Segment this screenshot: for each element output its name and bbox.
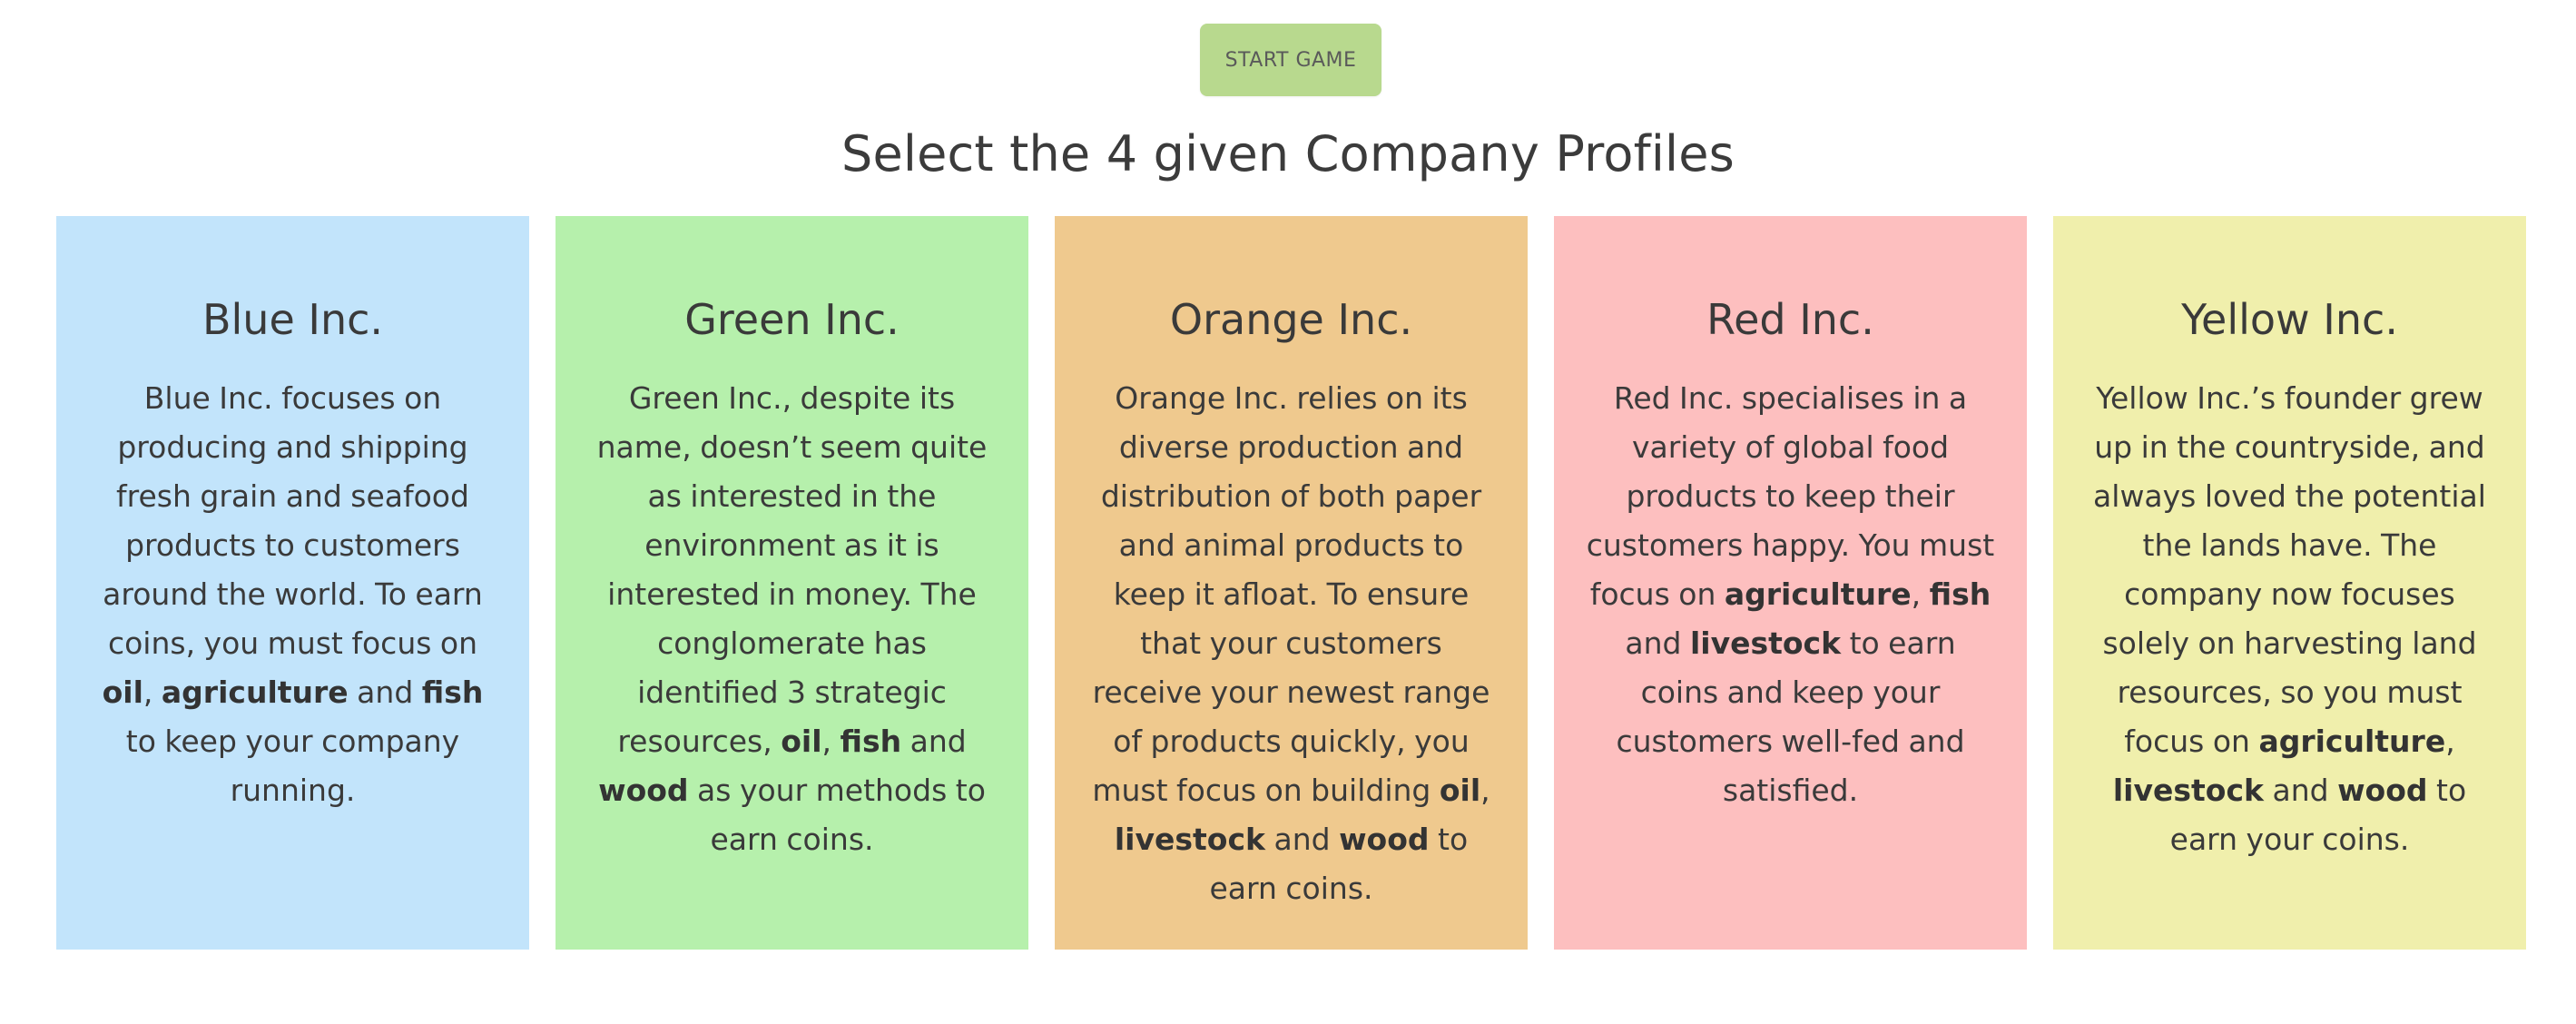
description-text: to earn your coins. xyxy=(2169,773,2467,857)
company-description: Orange Inc. relies on its diverse produc… xyxy=(1086,374,1497,913)
company-name: Red Inc. xyxy=(1706,295,1874,344)
description-text: Blue Inc. focuses on producing and shipp… xyxy=(103,380,483,661)
resource-keyword: wood xyxy=(2337,773,2428,808)
resource-keyword: wood xyxy=(598,773,689,808)
resource-keyword: livestock xyxy=(1114,822,1265,857)
resource-keyword: livestock xyxy=(1689,625,1842,661)
description-text: to earn coins. xyxy=(1209,822,1469,906)
company-card-blue[interactable]: Blue Inc. Blue Inc. focuses on producing… xyxy=(56,216,529,950)
description-text: , xyxy=(2445,724,2455,759)
description-text: and xyxy=(2263,773,2338,808)
company-profile-cards: Blue Inc. Blue Inc. focuses on producing… xyxy=(56,216,2526,950)
description-text: Yellow Inc.’s founder grew up in the cou… xyxy=(2093,380,2486,759)
company-name: Blue Inc. xyxy=(202,295,384,344)
description-text: , xyxy=(821,724,841,759)
company-card-red[interactable]: Red Inc. Red Inc. specialises in a varie… xyxy=(1554,216,2027,950)
description-text: and xyxy=(348,674,422,710)
description-text: , xyxy=(1911,576,1930,612)
description-text: as your methods to earn coins. xyxy=(688,773,986,857)
company-name: Green Inc. xyxy=(684,295,900,344)
resource-keyword: fish xyxy=(421,674,484,710)
company-description: Red Inc. specialises in a variety of glo… xyxy=(1585,374,1996,815)
start-game-button[interactable]: START GAME xyxy=(1200,24,1381,96)
description-text: Red Inc. specialises in a variety of glo… xyxy=(1586,380,1995,612)
resource-keyword: oil xyxy=(1439,773,1481,808)
description-text: to earn coins and keep your customers we… xyxy=(1616,625,1965,808)
resource-keyword: agriculture xyxy=(161,674,349,710)
description-text: , xyxy=(1480,773,1490,808)
company-description: Yellow Inc.’s founder grew up in the cou… xyxy=(2084,374,2495,864)
description-text: Orange Inc. relies on its diverse produc… xyxy=(1092,380,1490,808)
company-card-green[interactable]: Green Inc. Green Inc., despite its name,… xyxy=(556,216,1028,950)
resource-keyword: agriculture xyxy=(1724,576,1912,612)
company-card-yellow[interactable]: Yellow Inc. Yellow Inc.’s founder grew u… xyxy=(2053,216,2526,950)
company-name: Orange Inc. xyxy=(1169,295,1413,344)
resource-keyword: agriculture xyxy=(2258,724,2446,759)
description-text: Green Inc., despite its name, doesn’t se… xyxy=(596,380,988,759)
description-text: to keep your company running. xyxy=(125,724,460,808)
resource-keyword: wood xyxy=(1339,822,1430,857)
company-name: Yellow Inc. xyxy=(2181,295,2398,344)
resource-keyword: livestock xyxy=(2112,773,2264,808)
resource-keyword: oil xyxy=(102,674,143,710)
company-card-orange[interactable]: Orange Inc. Orange Inc. relies on its di… xyxy=(1055,216,1528,950)
resource-keyword: fish xyxy=(1929,576,1991,612)
resource-keyword: oil xyxy=(781,724,822,759)
resource-keyword: fish xyxy=(840,724,902,759)
description-text: , xyxy=(143,674,162,710)
description-text: and xyxy=(901,724,967,759)
description-text: and xyxy=(1264,822,1340,857)
company-description: Blue Inc. focuses on producing and shipp… xyxy=(87,374,498,815)
company-description: Green Inc., despite its name, doesn’t se… xyxy=(586,374,998,864)
page-title: Select the 4 given Company Profiles xyxy=(841,125,1735,182)
description-text: and xyxy=(1625,625,1690,661)
